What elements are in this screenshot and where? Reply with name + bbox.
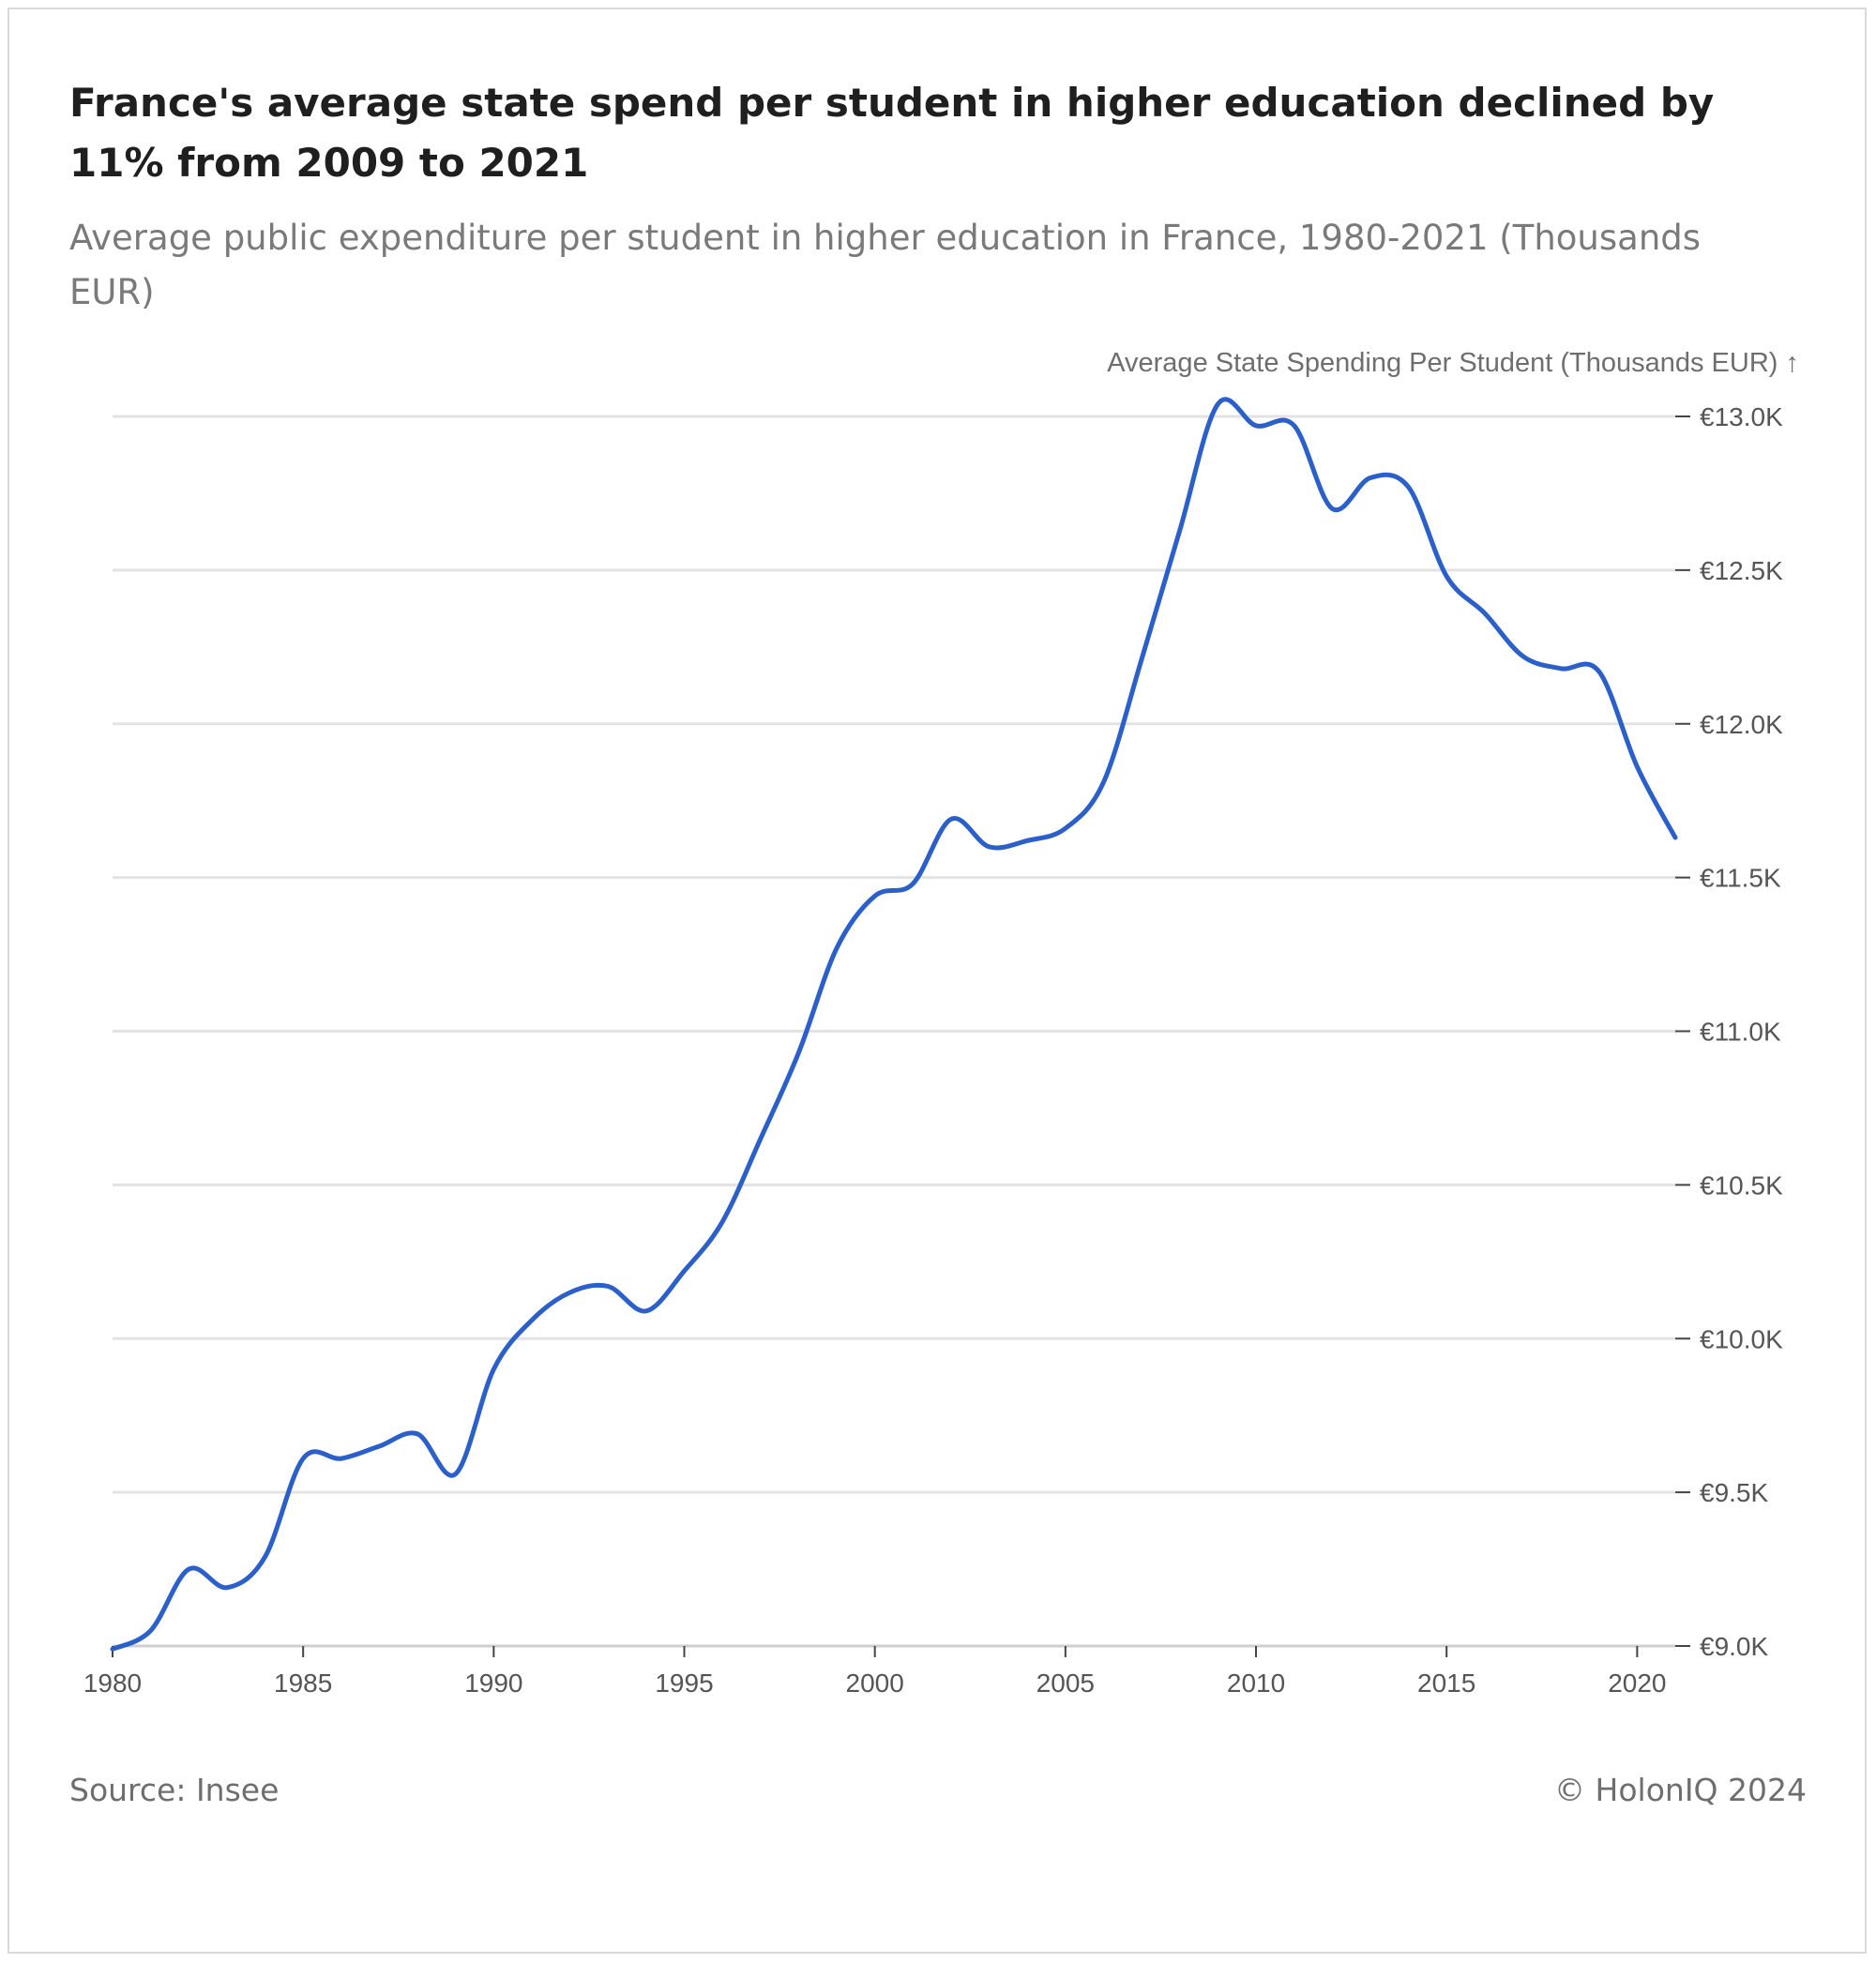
y-tick-label: €13.0K bbox=[1700, 402, 1783, 431]
y-axis: €9.0K €9.5K €10.0K €10.5K €11.0K €11.5K €12.0K… bbox=[1675, 402, 1783, 1661]
source-note: Source: Insee bbox=[69, 1772, 280, 1808]
chart-title: France's average state spend per student… bbox=[69, 80, 1715, 186]
x-tick-label: 2000 bbox=[846, 1669, 904, 1698]
y-tick-label: €10.5K bbox=[1700, 1170, 1783, 1200]
y-tick-label: €11.0K bbox=[1700, 1018, 1781, 1047]
y-tick-label: €11.5K bbox=[1700, 864, 1781, 893]
x-tick-label: 2010 bbox=[1227, 1669, 1285, 1698]
chart-card bbox=[8, 8, 1867, 1954]
copyright: © HolonIQ 2024 bbox=[1554, 1772, 1807, 1808]
y-tick-label: €9.0K bbox=[1700, 1632, 1768, 1661]
series-line bbox=[110, 397, 1678, 1652]
y-tick-label: €12.5K bbox=[1700, 556, 1783, 585]
y-axis-label: Average State Spending Per Student (Thou… bbox=[1107, 348, 1799, 378]
x-tick-label: 1985 bbox=[274, 1669, 332, 1698]
y-tick-label: €10.0K bbox=[1700, 1324, 1783, 1353]
chart-subtitle: Average public expenditure per student i… bbox=[69, 218, 1702, 312]
x-tick-label: 1980 bbox=[83, 1669, 142, 1698]
x-axis: 1980 1985 1990 1995 2000 2005 2010 2015 2020 bbox=[83, 1646, 1667, 1698]
y-tick-label: €12.0K bbox=[1700, 710, 1783, 739]
x-tick-label: 1990 bbox=[464, 1669, 522, 1698]
x-tick-label: 2020 bbox=[1608, 1669, 1666, 1698]
x-tick-label: 2015 bbox=[1417, 1669, 1475, 1698]
grid-lines bbox=[113, 415, 1675, 1648]
y-tick-label: €9.5K bbox=[1700, 1478, 1768, 1507]
x-tick-label: 1995 bbox=[655, 1669, 713, 1698]
x-tick-label: 2005 bbox=[1036, 1669, 1095, 1698]
